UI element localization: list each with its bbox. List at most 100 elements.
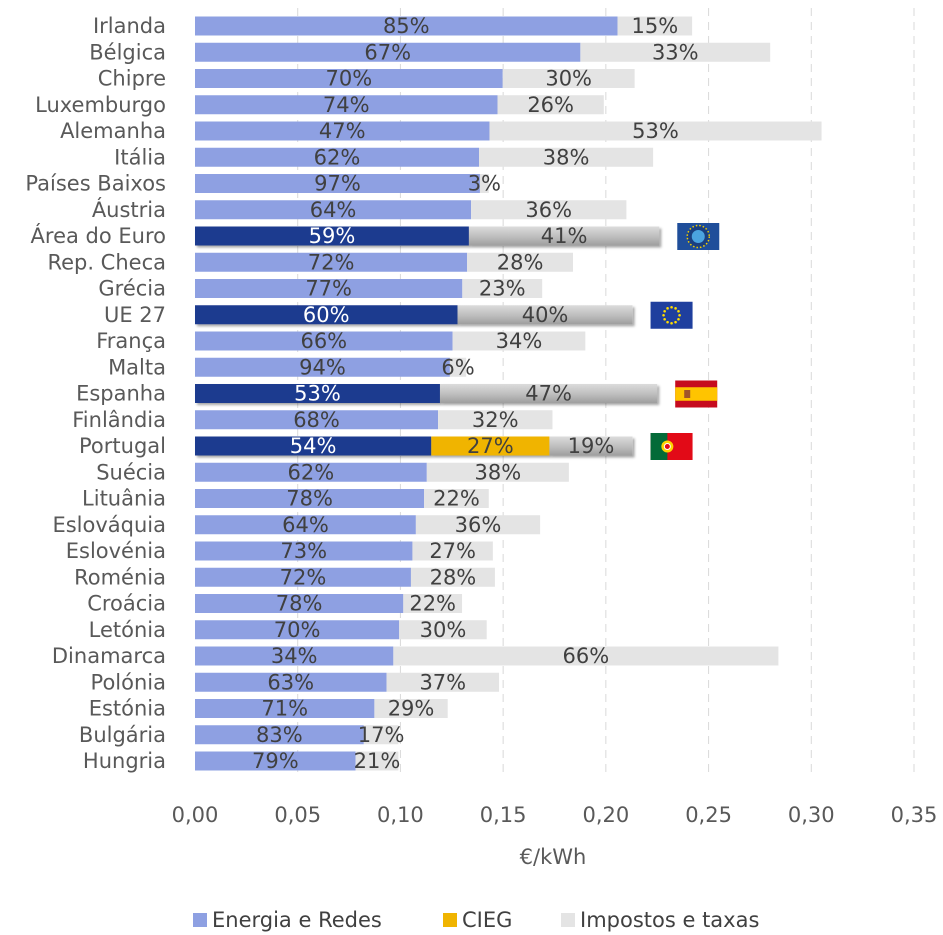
- data-label: 17%: [358, 723, 405, 747]
- category-label: Estónia: [89, 697, 166, 721]
- data-label: 29%: [388, 697, 435, 721]
- category-label: Malta: [108, 355, 166, 379]
- x-tick-label: 0,15: [480, 803, 527, 827]
- bar-segment: [438, 410, 553, 430]
- eu-star: [677, 309, 680, 313]
- bar-segment: [195, 410, 439, 430]
- bar-segment: [195, 567, 411, 587]
- bar-segment: [195, 436, 432, 456]
- bar-row: 78% 22%: [195, 592, 463, 616]
- bar-segment: [195, 95, 498, 115]
- pt-flag-green: [650, 433, 668, 460]
- data-label: 63%: [267, 670, 314, 694]
- bar-segment: [195, 226, 469, 246]
- eu-star: [663, 309, 666, 313]
- category-label: Lituânia: [82, 487, 166, 511]
- bar-row: 72% 28%: [195, 565, 495, 589]
- data-label: 47%: [319, 119, 366, 143]
- bar-row: 71% 29%: [195, 697, 448, 721]
- bar-segment: [580, 42, 771, 62]
- data-label: 36%: [455, 513, 502, 537]
- bar-segment: [195, 672, 387, 692]
- x-axis-title: €/kWh: [520, 845, 587, 869]
- data-label: 53%: [294, 382, 341, 406]
- data-label: 77%: [305, 277, 352, 301]
- x-tick-label: 0,10: [377, 803, 424, 827]
- data-label: 26%: [527, 93, 574, 117]
- data-label: 70%: [326, 67, 373, 91]
- category-label: Irlanda: [93, 14, 166, 38]
- bar-row: 66% 34%: [195, 329, 586, 353]
- bar-segment: [195, 357, 450, 377]
- legend-swatch: [443, 913, 457, 927]
- category-label: Luxemburgo: [35, 93, 166, 117]
- bar-segment: [195, 69, 503, 88]
- data-label: 74%: [323, 93, 370, 117]
- eu-star: [670, 321, 673, 325]
- data-label: 37%: [419, 670, 466, 694]
- bar-row: 34% 66%: [195, 644, 779, 668]
- bar-segment: [468, 226, 660, 246]
- bar-segment: [467, 252, 573, 272]
- data-label: 38%: [543, 145, 590, 169]
- data-label: 97%: [314, 172, 361, 196]
- bar-row: 60% 40%: [195, 303, 633, 327]
- bar-row: 85% 15%: [195, 14, 693, 38]
- bar-segment: [399, 620, 487, 640]
- category-label: Áustria: [92, 197, 166, 222]
- bar-row: 47% 53%: [195, 119, 822, 143]
- category-label: Roménia: [74, 565, 166, 589]
- flag-pt-icon: [650, 433, 693, 460]
- data-label: 64%: [282, 513, 329, 537]
- category-label: Espanha: [76, 382, 166, 406]
- bar-row: 83% 17%: [195, 723, 404, 747]
- eu-star: [666, 307, 669, 310]
- data-label: 15%: [632, 14, 679, 38]
- bar-segment: [479, 147, 654, 167]
- category-label: Portugal: [79, 434, 166, 458]
- data-label: 78%: [276, 592, 323, 616]
- legend: Energia e Redes CIEG Impostos e taxas: [193, 908, 759, 932]
- bar-segment: [426, 462, 569, 482]
- data-label: 34%: [496, 329, 543, 353]
- flag-eu-icon: [650, 301, 693, 329]
- bar-row: 62% 38%: [195, 460, 569, 484]
- eu-star: [678, 313, 681, 317]
- bar-row: 54% 27% 19%: [195, 434, 633, 458]
- bar-row: 79% 21%: [195, 749, 400, 773]
- category-label: Alemanha: [60, 119, 166, 143]
- category-label: Bulgária: [79, 723, 166, 747]
- category-label: Eslovénia: [66, 539, 166, 563]
- x-tick-label: 0,35: [891, 803, 938, 827]
- eu-star: [674, 307, 677, 310]
- data-label: 72%: [308, 250, 355, 274]
- bar-row: 67% 33%: [195, 40, 771, 64]
- bar-segment: [195, 42, 581, 62]
- bar-segment: [195, 489, 425, 508]
- data-label: 72%: [280, 565, 327, 589]
- category-label: Dinamarca: [52, 644, 166, 668]
- data-label: 6%: [441, 355, 474, 379]
- data-label: 41%: [541, 224, 588, 248]
- bar-row: 97% 3%: [195, 172, 501, 196]
- bar-segment: [195, 699, 375, 718]
- category-label: Polónia: [91, 670, 166, 694]
- x-tick-label: 0,05: [274, 803, 321, 827]
- bar-segment: [195, 541, 413, 561]
- data-label: 67%: [364, 40, 411, 64]
- bar-row: 73% 27%: [195, 539, 493, 563]
- eu-star: [674, 320, 677, 324]
- data-label: 34%: [271, 644, 318, 668]
- data-label: 38%: [474, 460, 521, 484]
- category-label: Finlândia: [72, 408, 166, 432]
- bar-segment: [479, 174, 489, 193]
- category-label: Hungria: [83, 749, 166, 773]
- data-label: 30%: [545, 67, 592, 91]
- category-label: Chipre: [98, 67, 166, 91]
- eu-star: [677, 317, 680, 321]
- category-label: Eslováquia: [52, 513, 166, 537]
- data-label: 27%: [467, 434, 514, 458]
- category-label: Croácia: [87, 592, 166, 616]
- bar-segment: [374, 699, 448, 718]
